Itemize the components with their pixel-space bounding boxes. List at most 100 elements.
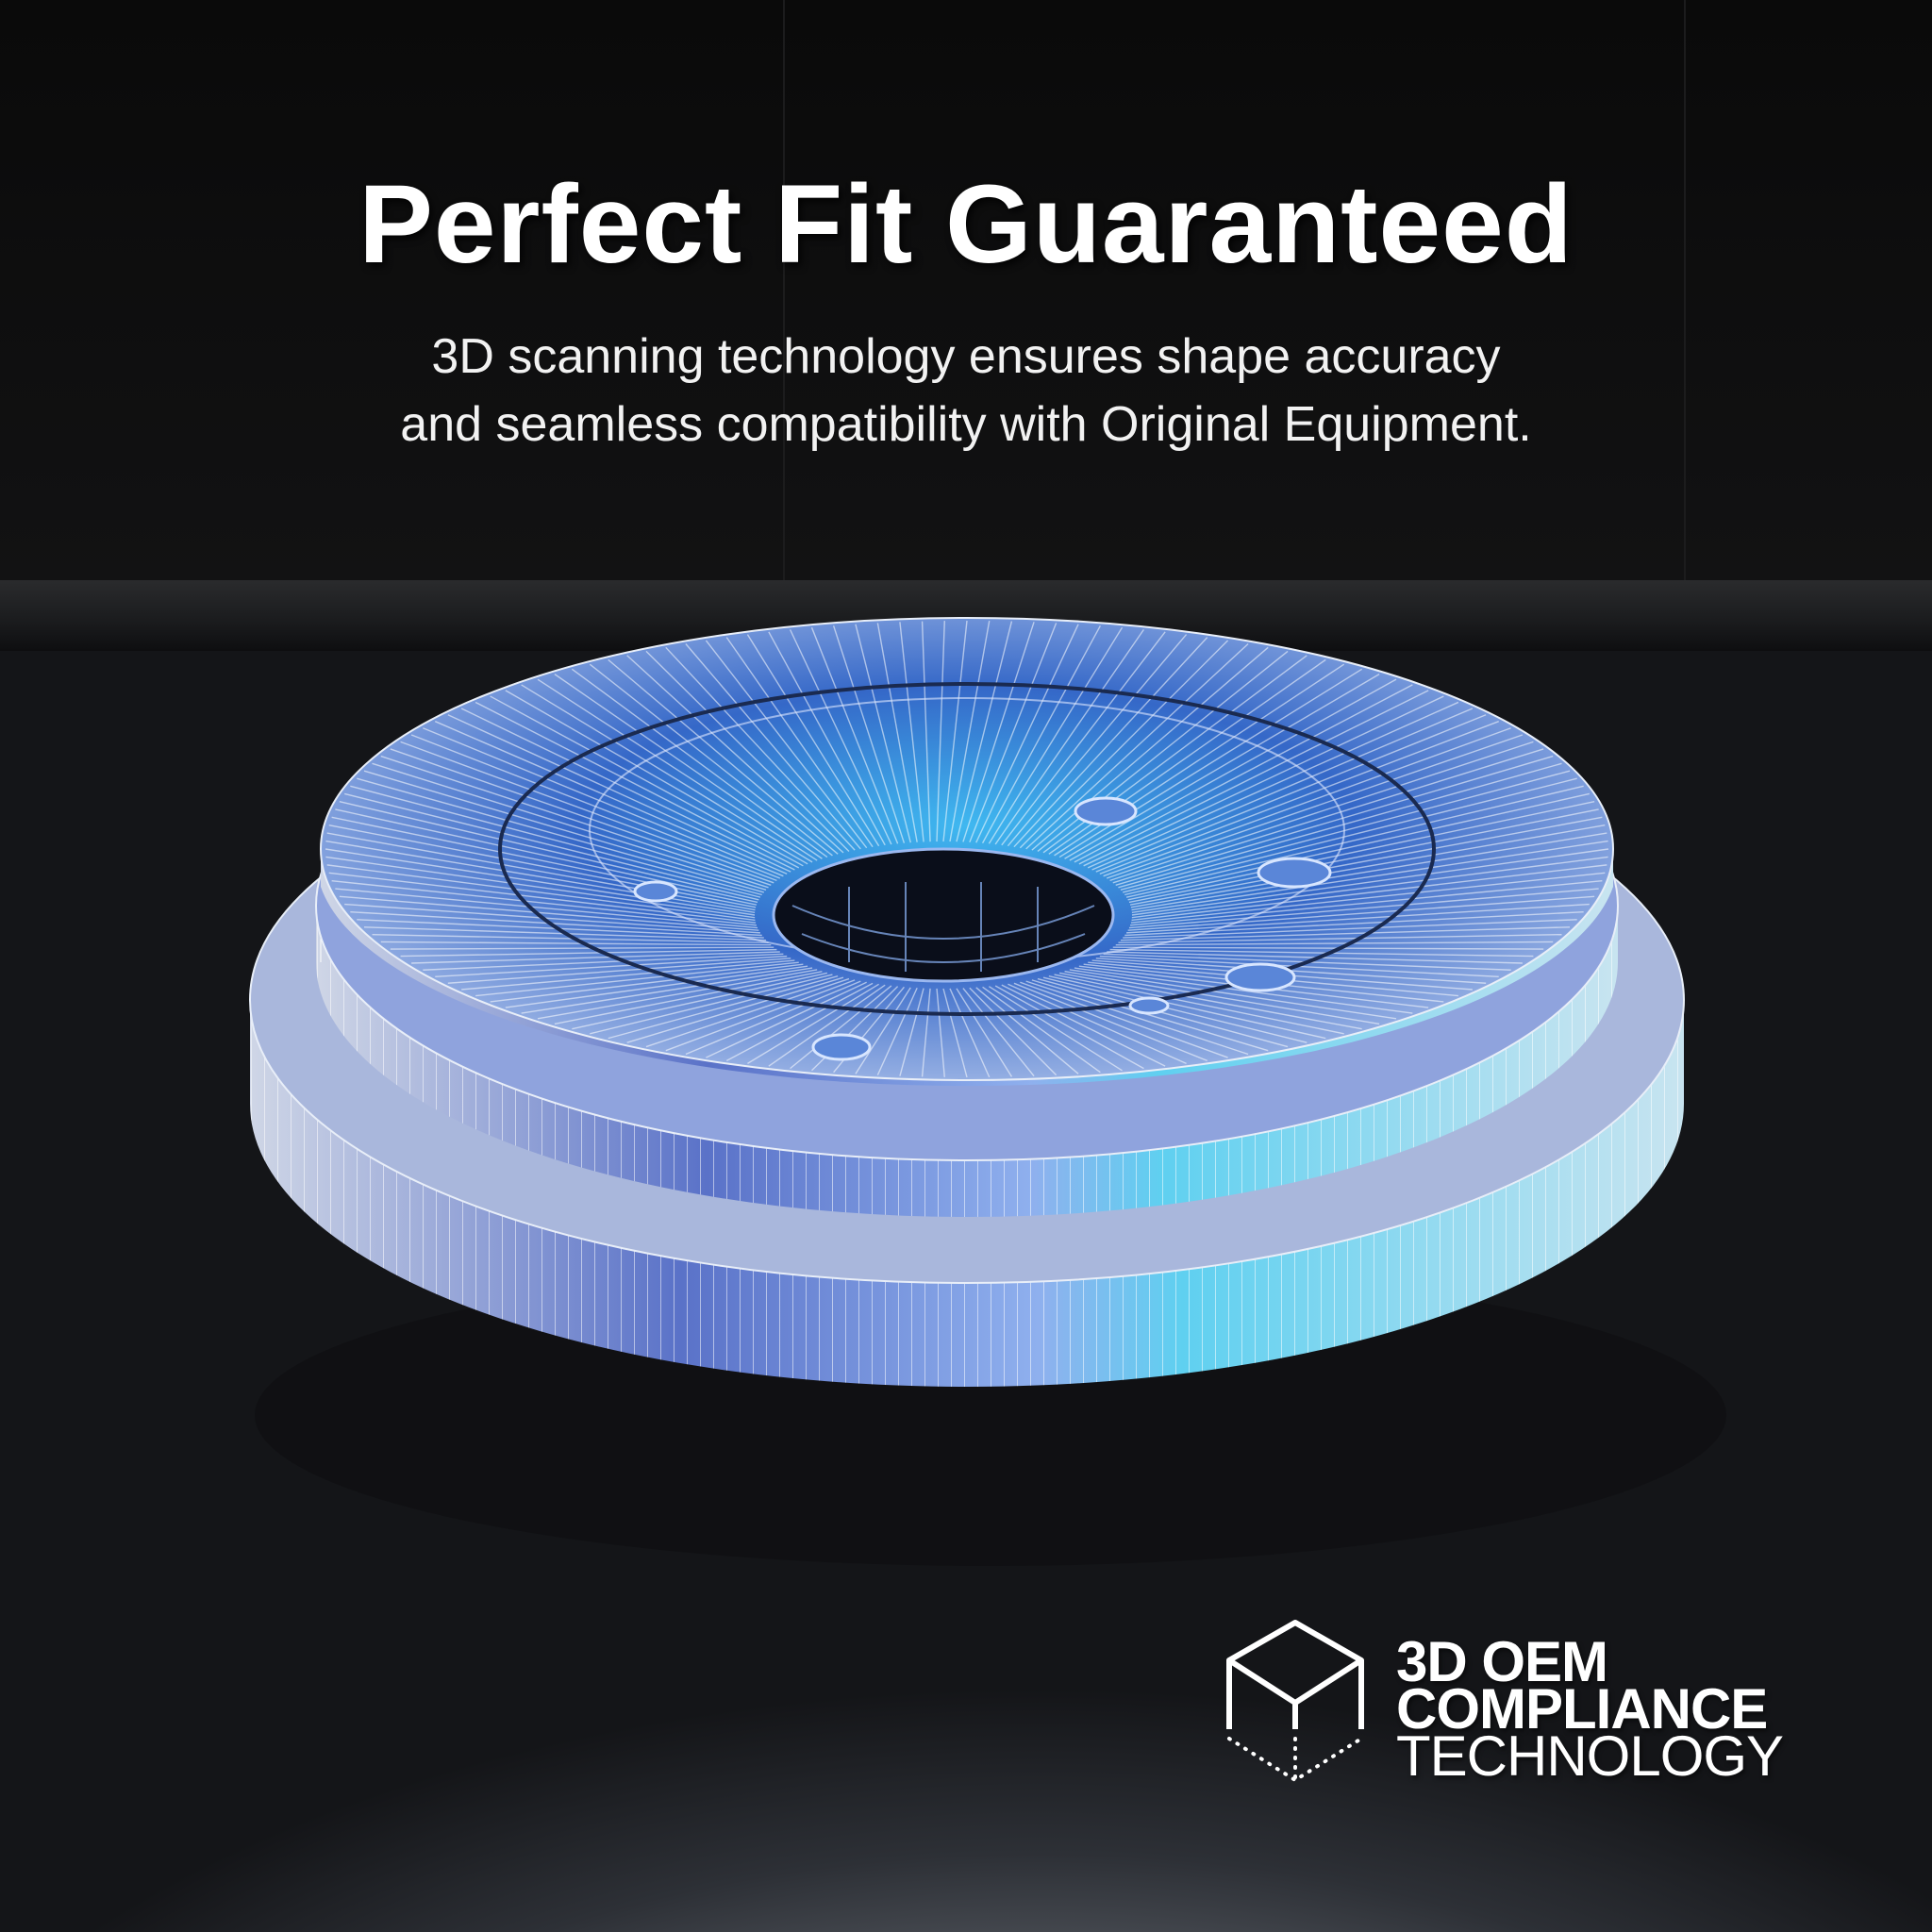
wireframe-ray: [876, 623, 918, 842]
dark-wall-background: [0, 0, 1932, 580]
wireframe-ray: [665, 646, 856, 851]
wireframe-ray: [832, 625, 906, 843]
wireframe-ray: [1048, 974, 1326, 1040]
wireframe-ray: [942, 988, 968, 1078]
wireframe-ray: [1125, 792, 1590, 898]
wireframe-ray: [1095, 714, 1487, 873]
wireframe-ray: [1131, 840, 1608, 913]
wireframe-ray: [936, 621, 945, 842]
wireframe-ray: [1025, 980, 1249, 1056]
wireframe-ray: [1109, 948, 1534, 958]
wireframe-ray: [921, 988, 931, 1077]
wireframe-ray: [1112, 946, 1544, 950]
center-bore: [772, 847, 1115, 983]
wireframe-ray: [994, 985, 1144, 1070]
wireframe-ray: [1127, 801, 1595, 901]
wireframe-ray: [1131, 864, 1607, 922]
wireframe-ray: [461, 959, 795, 991]
wireframe-ray: [969, 987, 1058, 1076]
wireframe-ray: [537, 678, 818, 861]
wireframe-ray: [1074, 684, 1413, 863]
wireframe-ray: [1007, 634, 1188, 847]
wireframe-ray: [768, 631, 886, 846]
wireframe-ray: [372, 762, 769, 889]
wireframe-ray: [725, 637, 874, 848]
wall-seam: [1684, 0, 1686, 580]
wireframe-ray: [331, 816, 758, 906]
headline: Perfect Fit Guaranteed: [358, 162, 1574, 287]
wireframe-ray: [1013, 982, 1208, 1062]
wireframe-ray: [380, 941, 772, 946]
wireframe-ray: [572, 972, 828, 1030]
wireframe-ray: [665, 979, 856, 1052]
wireframe-ray: [490, 963, 804, 1003]
wireframe-ray: [1025, 642, 1249, 850]
wireframe-ray: [746, 634, 880, 847]
badge-line-2: COMPLIANCE: [1396, 1677, 1768, 1740]
wireframe-ray: [1128, 808, 1599, 904]
wireframe-ray: [1001, 631, 1166, 846]
wireframe-ray: [326, 864, 756, 922]
wireframe-ray: [400, 948, 777, 958]
wireframe-ray: [626, 655, 844, 854]
wireframe-ray: [1112, 748, 1544, 884]
wireframe-ray: [921, 621, 931, 842]
wireframe-ray: [571, 668, 828, 858]
wireframe-ray: [1118, 762, 1562, 889]
wireframe-ray: [537, 969, 818, 1020]
wireframe-ray: [994, 628, 1145, 845]
wireframe-ray: [1129, 816, 1603, 906]
wireframe-ray: [521, 684, 813, 863]
wireframe-ray: [350, 911, 762, 937]
wireframe-ray: [705, 640, 868, 849]
subtitle-line-1: 3D scanning technology ensures shape acc…: [431, 329, 1501, 384]
wireframe-ray: [1131, 856, 1608, 919]
wireframe-ray: [1074, 967, 1413, 1014]
wireframe-ray: [1069, 969, 1397, 1020]
wireframe-ray: [475, 701, 800, 869]
wireframe-ray: [411, 951, 780, 964]
wireframe-ray: [1128, 888, 1599, 929]
wireframe-ray: [1001, 984, 1166, 1067]
wireframe-ray: [335, 888, 758, 929]
wireframe-ray: [626, 976, 844, 1043]
wireframe-ray: [645, 977, 850, 1048]
wireframe-ray: [350, 785, 762, 896]
wireframe-ray: [423, 727, 784, 877]
wireframe-ray: [962, 988, 1035, 1077]
wireframe-ray: [936, 988, 945, 1077]
wireframe-ray: [855, 624, 911, 843]
wireframe-ray: [706, 981, 867, 1058]
wireframe-ray: [1059, 972, 1362, 1030]
wireframe-ray: [975, 987, 1079, 1074]
wireframe-ray: [1083, 695, 1444, 867]
wireframe-ray: [981, 625, 1101, 844]
wireframe-ray: [521, 967, 813, 1014]
wireframe-ray: [328, 872, 757, 924]
wireframe-ray: [899, 622, 924, 842]
wireframe-ray: [505, 690, 808, 865]
wireframe-ray: [975, 624, 1079, 843]
wireframe-ray: [899, 988, 924, 1076]
wireframe-ray: [1078, 690, 1429, 865]
wireframe-ray: [447, 714, 791, 873]
wireframe-ray: [989, 986, 1123, 1072]
wireframe-ray: [747, 983, 879, 1065]
wireframe-ray: [1013, 637, 1208, 848]
wireframe-ray: [949, 621, 991, 842]
wireframe-ray: [1037, 977, 1289, 1048]
wireframe-ray: [1115, 755, 1554, 886]
wireframe-ray: [1087, 701, 1459, 869]
wireframe-ray: [1064, 971, 1380, 1025]
wireframe-ray: [1123, 777, 1577, 893]
wireframe-ray: [1131, 848, 1609, 916]
wireframe-ray: [949, 988, 991, 1078]
wireframe-ray: [725, 982, 874, 1061]
wireframe-ray: [325, 840, 756, 913]
wireframe-ray: [589, 663, 833, 857]
wireframe-cube-icon: [1226, 1620, 1364, 1783]
wireframe-ray: [982, 986, 1101, 1074]
wireframe-ray: [380, 755, 772, 886]
wireframe-ray: [956, 621, 1013, 842]
wireframe-ray: [1115, 941, 1554, 946]
